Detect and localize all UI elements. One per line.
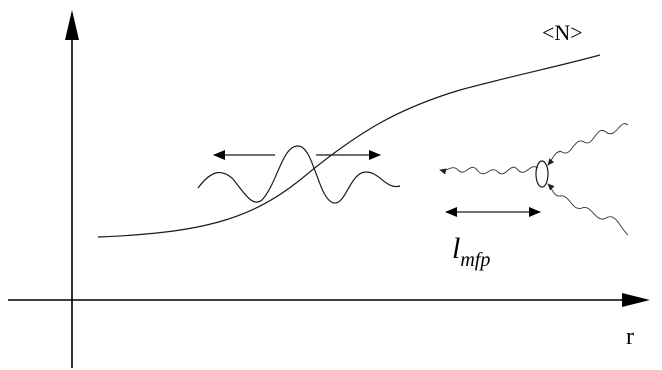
mfp-symbol: l xyxy=(452,232,460,265)
incoming-wavy-line xyxy=(439,166,539,175)
density-curve xyxy=(97,54,601,238)
scattering-event xyxy=(439,123,629,236)
y-axis-arrowhead xyxy=(65,10,79,40)
x-axis-arrowhead xyxy=(622,293,650,307)
outgoing-lower-wavy-line xyxy=(547,183,629,236)
x-axis-label: r xyxy=(626,324,634,350)
outgoing-upper-wavy-line xyxy=(547,123,629,166)
axes xyxy=(8,10,650,368)
wave-packet-curve xyxy=(197,145,401,204)
wave-packet xyxy=(197,145,401,204)
mfp-subscript: mfp xyxy=(460,249,490,271)
mfp-label: lmfp xyxy=(452,232,490,271)
scattering-vertex xyxy=(535,160,549,188)
curve-label: <N> xyxy=(542,20,583,45)
